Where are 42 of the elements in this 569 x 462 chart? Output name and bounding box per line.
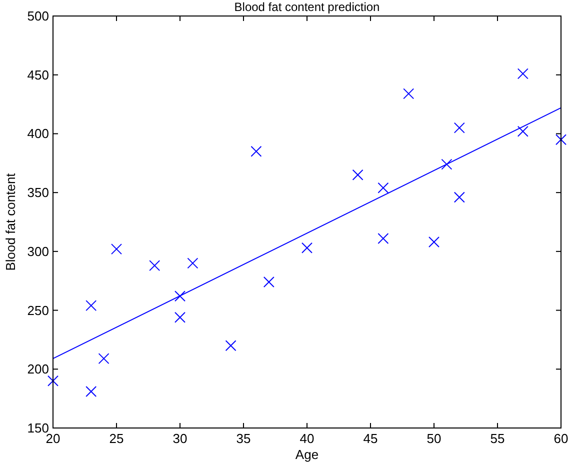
point [517,126,528,137]
point [378,232,389,244]
point [174,312,186,323]
point [263,276,274,288]
point [86,386,97,398]
point [428,236,440,248]
y-tick-label: 250 [27,302,49,318]
x-tick-label: 25 [109,431,124,446]
point [454,122,465,134]
y-tick-label: 400 [27,126,49,142]
x-tick-label: 50 [426,431,442,446]
chart-title: Blood fat content prediction [234,0,380,14]
x-axis-title: Age [295,447,319,462]
point [48,375,58,386]
y-tick-label: 450 [27,67,49,82]
point [454,192,465,203]
x-tick-label: 40 [300,431,314,446]
point [111,244,122,255]
x-tick-label: 35 [236,431,251,446]
point [441,158,452,170]
point [225,340,236,352]
x-tick-label: 30 [172,431,188,446]
point [517,68,528,80]
point [149,260,160,272]
y-tick-label: 350 [27,185,49,200]
x-tick-label: 55 [490,431,505,446]
y-axis-title: Blood fat content [3,172,18,271]
x-tick-label: 60 [554,431,568,446]
point [250,146,262,157]
x-tick-label: 45 [363,431,378,446]
point [86,300,97,312]
point [352,169,364,180]
point [302,242,312,254]
y-tick-label: 200 [27,362,49,377]
y-tick-label: 500 [27,8,49,24]
point [403,88,414,100]
y-tick-label: 300 [27,244,49,259]
point [174,290,186,302]
point [187,258,198,269]
point [378,182,389,194]
point [98,353,110,364]
point [556,134,566,146]
